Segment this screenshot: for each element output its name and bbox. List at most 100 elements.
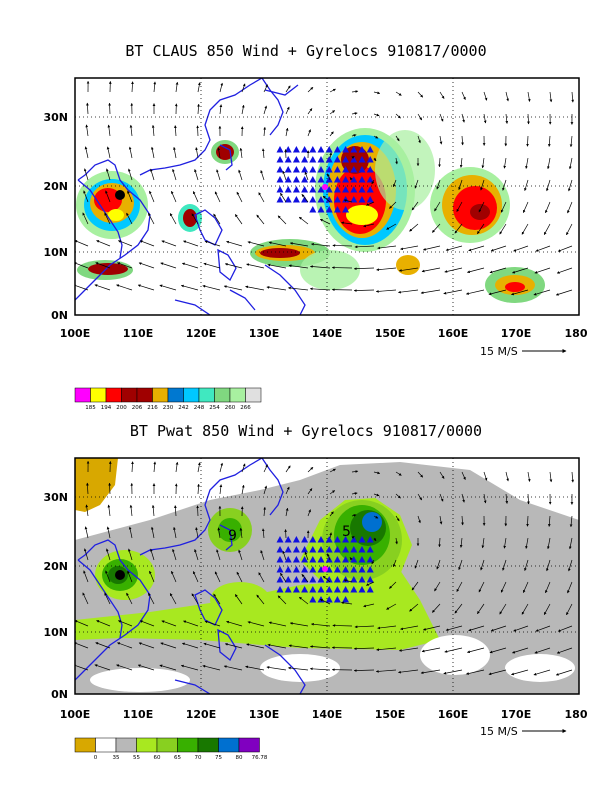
wind-vector — [461, 113, 465, 123]
wind-vector — [546, 179, 551, 192]
panel1-frame — [74, 77, 580, 316]
gyre-triangle — [317, 576, 325, 583]
wind-vector — [365, 581, 375, 586]
gyre-center-marker — [322, 566, 328, 572]
wind-vector — [438, 537, 441, 548]
x-tick-label: 100E — [60, 327, 90, 340]
gyre-triangle — [276, 586, 284, 593]
wind-vector — [268, 241, 287, 247]
wind-vector — [219, 104, 223, 115]
wind-vector — [373, 157, 377, 162]
gyre-triangle — [333, 186, 341, 193]
wind-vector — [414, 179, 419, 189]
wind-vector — [392, 179, 397, 188]
wind-vector — [395, 515, 400, 522]
gyre-triangle — [276, 186, 284, 193]
wind-vector — [371, 559, 375, 565]
wind-vector — [75, 620, 89, 627]
wind-vector — [351, 155, 355, 159]
gyre-triangle — [350, 156, 358, 163]
wind-vector — [171, 190, 177, 203]
x-tick-label: 110E — [123, 708, 153, 721]
wind-vector — [234, 594, 243, 605]
gyre-triangle — [342, 156, 350, 163]
wind-vector — [241, 83, 246, 93]
wind-vector — [192, 191, 199, 203]
wind-vector — [191, 593, 199, 605]
wind-vector — [489, 647, 507, 654]
wind-vector — [83, 570, 89, 583]
wind-vector — [216, 169, 221, 181]
wind-vector — [547, 515, 551, 527]
wind-vector — [107, 504, 111, 517]
wind-vector — [172, 548, 177, 561]
wind-vector — [421, 647, 441, 653]
wind-vector — [86, 482, 89, 495]
panel2-frame — [74, 457, 580, 695]
wind-vector — [289, 622, 309, 627]
wind-vector — [500, 581, 507, 593]
storm-label-5: 5 — [342, 524, 351, 540]
wind-vector — [180, 284, 199, 291]
wind-vector — [175, 461, 179, 473]
gyre-triangle — [301, 166, 309, 173]
colorbar-swatch — [167, 387, 184, 403]
wind-vector — [260, 170, 265, 181]
wind-vector — [327, 553, 331, 561]
colorbar-label: 242 — [178, 405, 189, 411]
wind-vector — [287, 666, 309, 671]
wind-vector — [238, 549, 243, 561]
wind-vector — [438, 157, 441, 168]
wind-vector — [195, 147, 199, 159]
gyre-triangle — [309, 576, 317, 583]
wind-vector — [525, 157, 529, 169]
wind-vector — [521, 223, 529, 235]
wind-vector — [439, 113, 444, 122]
wind-vector — [239, 147, 243, 159]
wind-vector — [503, 537, 507, 549]
wind-vector — [105, 570, 111, 583]
colorbar-swatch — [198, 387, 215, 403]
wind-vector — [535, 625, 551, 632]
wind-vector — [511, 669, 529, 676]
wind-vector — [409, 223, 419, 232]
gyre-triangle — [317, 556, 325, 563]
wind-vector — [499, 603, 507, 615]
wind-vector — [454, 223, 463, 234]
wind-vector — [129, 504, 133, 517]
wind-vector — [351, 90, 359, 93]
colorbar-label: 260 — [225, 405, 236, 411]
wind-vector — [459, 537, 463, 548]
y-tick-label: 10N — [43, 246, 68, 259]
wind-vector — [138, 642, 155, 649]
wind-vector — [128, 146, 133, 159]
wind-vector — [261, 148, 265, 159]
wind-vector — [343, 579, 353, 583]
panel1-title: BT CLAUS 850 Wind + Gyrelocs 910817/0000 — [125, 42, 487, 60]
panel1-reference-vector-label: 15 M/S — [480, 345, 518, 358]
wind-vector — [373, 91, 381, 95]
gyre-triangle — [333, 166, 341, 173]
wind-vector — [527, 493, 530, 505]
wind-vector — [467, 647, 485, 654]
wind-vector — [465, 289, 485, 295]
wind-vector — [545, 581, 551, 594]
wind-vector — [288, 264, 309, 269]
wind-vector — [454, 603, 463, 614]
wind-vector — [150, 548, 155, 561]
wind-vector — [534, 647, 551, 654]
gyre-triangle — [366, 536, 374, 543]
gyre-triangle — [325, 196, 333, 203]
gyre-triangle — [309, 206, 317, 213]
wind-vector — [204, 240, 221, 247]
wind-vector — [191, 213, 199, 225]
colorbar-swatch — [177, 737, 199, 753]
wind-vector — [236, 191, 243, 203]
wind-vector — [365, 201, 375, 206]
gyre-triangle — [325, 586, 333, 593]
gyre-triangle — [284, 156, 292, 163]
wind-vector — [148, 592, 155, 605]
wind-vector — [128, 526, 133, 539]
gyre-triangle — [366, 186, 374, 193]
wind-vector — [373, 537, 377, 542]
